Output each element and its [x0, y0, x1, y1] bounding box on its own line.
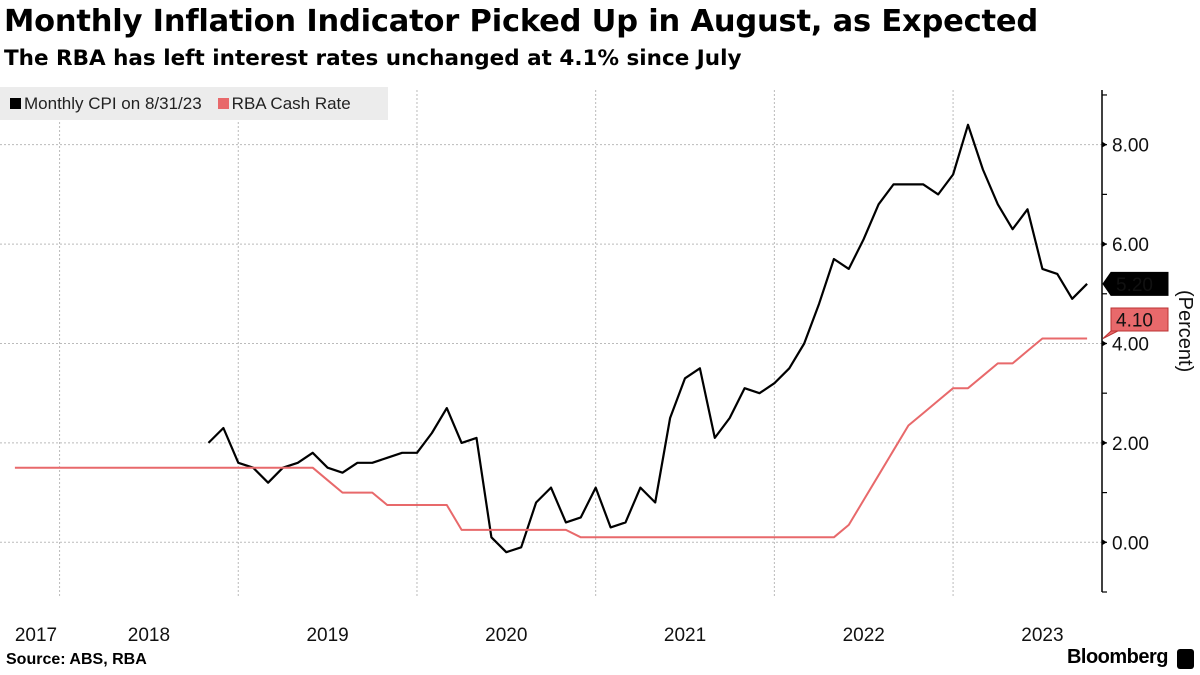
x-tick-label: 2018: [128, 625, 170, 646]
cash-rate-line: [14, 337, 1088, 539]
x-tick-label: 2019: [306, 625, 348, 646]
y-axis-label: (Percent): [1174, 290, 1196, 372]
y-tick-marker: [1102, 141, 1107, 148]
x-tick-label: 2023: [1021, 625, 1063, 646]
last-value-tags: 5.20 4.10: [1102, 271, 1169, 339]
cpi-line: [207, 123, 1088, 554]
legend-item-cash-rate: RBA Cash Rate: [217, 93, 351, 114]
bloomberg-logo: Bloomberg: [1066, 646, 1169, 668]
legend-label-cpi: Monthly CPI on 8/31/23: [24, 93, 202, 113]
chart-title: Monthly Inflation Indicator Picked Up in…: [4, 4, 1039, 39]
y-tick-marker: [1102, 340, 1107, 347]
y-tick-label: 0.00: [1112, 533, 1149, 554]
y-axis: 0.00 2.00 4.00 6.00 8.00: [1101, 90, 1149, 593]
y-tick-label: 2.00: [1112, 434, 1149, 455]
y-tick-label: 4.00: [1112, 334, 1149, 355]
y-tick-marker: [1102, 539, 1107, 546]
x-tick-label: 2020: [485, 625, 527, 646]
x-tick-label: 2022: [843, 625, 885, 646]
bloomberg-terminal-icon: [1177, 649, 1194, 669]
y-tick-marker: [1102, 241, 1107, 248]
series-lines: [14, 123, 1088, 554]
source-note: Source: ABS, RBA: [6, 651, 147, 668]
legend-swatch-cpi: [10, 98, 21, 109]
legend-swatch-cash-rate: [217, 98, 229, 109]
last-value-label: 5.20: [1116, 275, 1153, 296]
cpi-last-value-tag: [1102, 271, 1169, 296]
gridlines: [0, 90, 1102, 598]
y-tick-marker: [1102, 439, 1107, 446]
last-value-label: 4.10: [1116, 310, 1153, 331]
x-axis-labels: 2017 2018 2019 2020 2021 2022 2023: [15, 625, 1064, 646]
y-tick-label: 8.00: [1112, 136, 1149, 157]
legend-label-cash-rate: RBA Cash Rate: [231, 93, 351, 113]
y-tick-label: 6.00: [1112, 235, 1149, 256]
legend-item-cpi: Monthly CPI on 8/31/23: [10, 94, 202, 114]
x-tick-label: 2021: [664, 625, 706, 646]
legend: Monthly CPI on 8/31/23 RBA Cash Rate: [0, 87, 388, 120]
chart-subtitle: The RBA has left interest rates unchange…: [4, 46, 742, 71]
cash-rate-last-value-tag: [1110, 307, 1169, 332]
x-tick-label: 2017: [15, 625, 57, 646]
